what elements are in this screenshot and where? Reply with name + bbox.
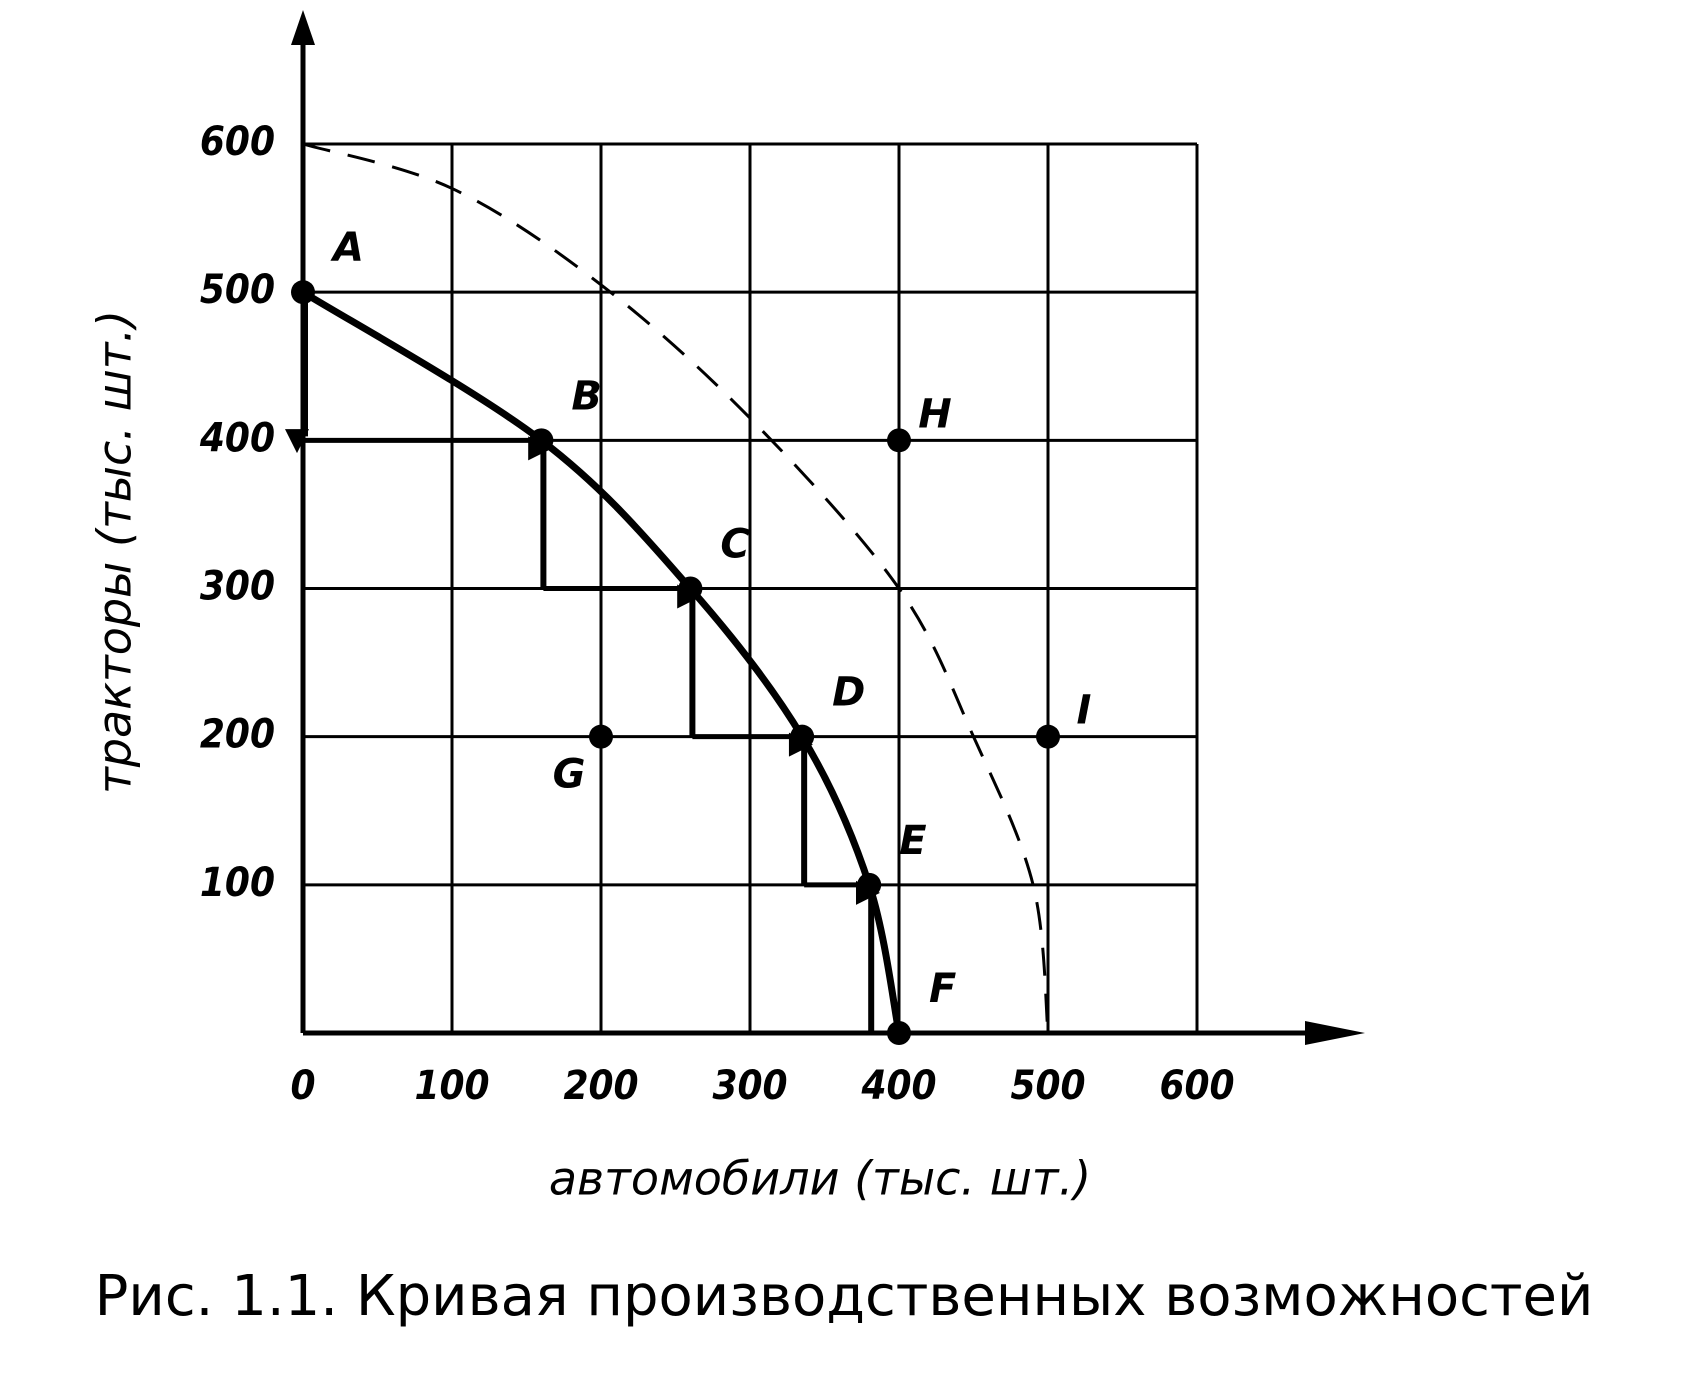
x-tick-label: 100	[414, 1063, 489, 1109]
point	[291, 280, 315, 305]
point	[887, 1021, 911, 1045]
x-tick-label: 300	[712, 1063, 787, 1109]
x-tick-label: 500	[1010, 1063, 1085, 1109]
point	[678, 576, 703, 601]
y-tick-label: 600	[200, 119, 275, 165]
y-tick-label: 200	[200, 712, 275, 758]
point-label: H	[918, 391, 951, 437]
y-axis-arrow	[291, 10, 315, 45]
y-axis-label: тракторы (тыс. шт.)	[88, 310, 142, 794]
point-label: E	[899, 818, 926, 864]
x-tick-label: 200	[563, 1063, 638, 1109]
point	[790, 724, 815, 749]
point	[857, 872, 882, 897]
chart-title: Рис. 1.1. Кривая производственных возмож…	[95, 1264, 1594, 1329]
point-label: G	[553, 752, 586, 798]
point	[589, 724, 613, 749]
point	[529, 428, 554, 453]
point-label: D	[832, 670, 865, 716]
x-axis-arrow	[1305, 1021, 1365, 1045]
x-tick-label: 0	[290, 1063, 315, 1109]
y-tick-label: 400	[199, 415, 275, 461]
curve	[302, 142, 1050, 1034]
point-label: C	[720, 522, 749, 568]
point	[887, 428, 911, 453]
x-tick-label: 600	[1159, 1063, 1234, 1109]
point-label: A	[330, 225, 364, 271]
y-tick-label: 100	[200, 860, 275, 906]
point-label: F	[929, 966, 956, 1012]
point-label: B	[571, 373, 602, 419]
x-axis-label: автомобили (тыс. шт.)	[549, 1152, 1091, 1206]
y-tick-label: 500	[200, 267, 275, 313]
y-tick-label: 300	[200, 564, 275, 610]
point	[1036, 724, 1060, 749]
x-tick-label: 400	[860, 1063, 936, 1109]
point-label: I	[1077, 688, 1092, 734]
